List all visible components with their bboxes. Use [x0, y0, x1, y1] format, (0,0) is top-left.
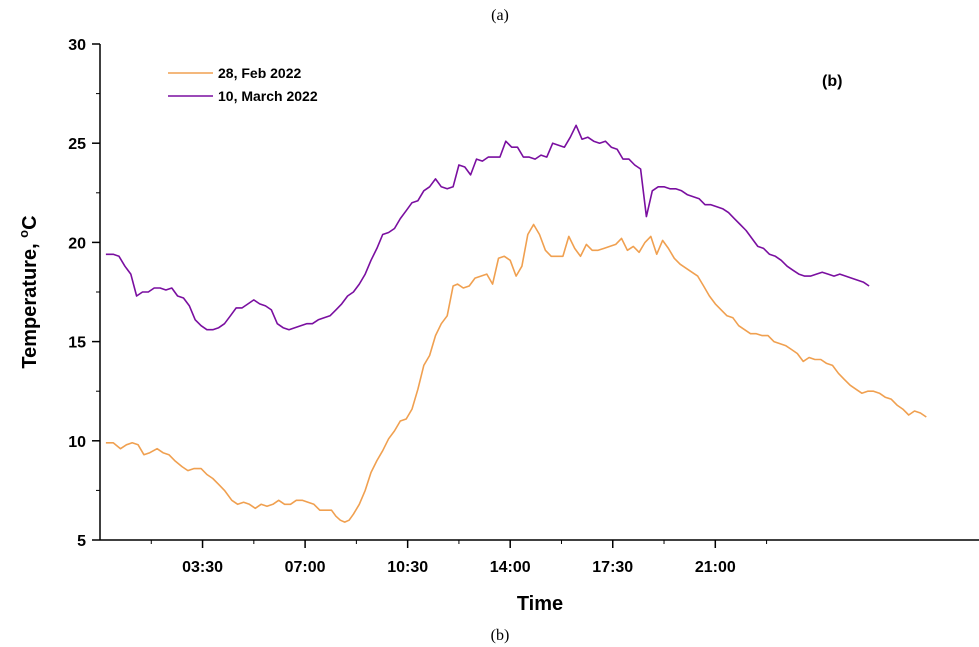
series-lines	[105, 124, 927, 523]
x-axis-label: Time	[517, 593, 563, 615]
caption-bottom: (b)	[491, 627, 510, 644]
panel-label: (b)	[822, 73, 842, 90]
y-tick-label: 10	[68, 434, 86, 451]
y-axis-label-main: Temperature,	[19, 238, 41, 369]
legend-label-feb: 28, Feb 2022	[218, 65, 301, 81]
y-tick-label: 15	[68, 335, 86, 352]
x-tick-label: 21:00	[695, 559, 736, 576]
y-tick-label: 20	[68, 235, 86, 252]
legend-label-march: 10, March 2022	[218, 88, 318, 104]
x-tick-label: 10:30	[387, 559, 428, 576]
y-axis-label-unit: C	[19, 215, 41, 229]
y-tick-label: 5	[77, 533, 86, 550]
y-axis-label: Temperature, oC	[16, 215, 41, 368]
series-line-feb-2022	[105, 223, 927, 523]
y-tick-label: 25	[68, 136, 86, 153]
axis-ticks: 5 10 15 20 25 30 03:30 07:00 10:30 14:00 17:30 21:0…	[68, 37, 768, 576]
legend: 28, Feb 2022 10, March 2022	[168, 65, 318, 104]
caption-top: (a)	[491, 7, 509, 24]
x-tick-label: 14:00	[490, 559, 531, 576]
x-tick-label: 17:30	[592, 559, 633, 576]
series-line-march-2022	[105, 124, 870, 331]
plot-area: 5 10 15 20 25 30 03:30 07:00 10:30 14:00 17:30 21:0…	[68, 37, 979, 576]
x-tick-label: 07:00	[285, 559, 326, 576]
x-tick-label: 03:30	[182, 559, 223, 576]
y-axis-label-superscript: o	[16, 230, 31, 238]
y-tick-label: 30	[68, 37, 86, 54]
